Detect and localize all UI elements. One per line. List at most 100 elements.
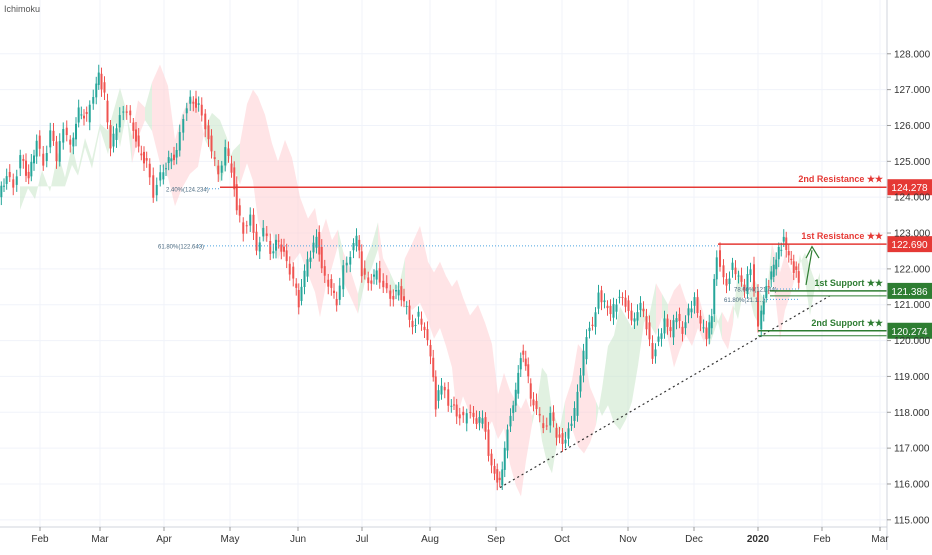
candle-body [780,249,783,251]
candle-body [224,147,227,166]
y-tick-label: 120.000 [894,336,931,347]
ichimoku-cloud-segment [350,268,358,314]
candle-body [633,318,636,322]
candle-body [360,251,363,277]
candle-body [434,376,437,410]
ichimoku-cloud-segment [521,397,526,497]
price-tag-sup2 [887,322,932,339]
candle-body [734,267,737,275]
ichimoku-cloud-segment [565,380,572,440]
candle-body [312,242,315,253]
candle-body [345,262,348,266]
ichimoku-cloud-segment [650,283,656,336]
candle-body [770,271,773,280]
candle-body [493,466,496,474]
candle-body [487,429,490,456]
candle-body [283,246,285,252]
candle-body [192,101,195,104]
ichimoku-cloud-segment [65,145,72,187]
candle-body [167,157,170,164]
candle-body [285,250,288,262]
candle-body [490,453,493,466]
candle-body [532,399,535,406]
candle-body [258,242,261,252]
ichimoku-cloud-segment [485,322,492,432]
candle-body [719,250,721,267]
ichimoku-cloud-segment [614,306,620,431]
candle-body [657,336,660,342]
candle-body [790,258,793,260]
candle-body [440,385,443,395]
candle-body [92,96,95,104]
y-tick-label: 126.000 [894,121,931,132]
ichimoku-cloud-segment [498,372,504,440]
ichimoku-cloud-segment [332,229,338,268]
ichimoku-cloud-segment [602,345,608,416]
candle-body [100,73,103,90]
candle-body [792,261,795,273]
candle-body [213,157,216,159]
candle-body [472,412,475,417]
fib-label: 61.80%(21.1...) [724,298,765,304]
ichimoku-cloud-segment [20,186,28,210]
candle-body [297,289,300,308]
candle-body [600,290,603,303]
price-tag-text-sup2: 120.274 [891,327,928,338]
candle-body [501,469,504,486]
candle-body [173,154,175,161]
support-trendline [499,295,831,489]
candle-body [699,315,702,324]
y-tick-label: 123.000 [894,229,931,240]
ichimoku-cloud-segment [492,344,498,440]
projection-arrow-head [805,245,820,259]
ichimoku-cloud-segment [420,225,428,321]
candle-body [775,259,778,270]
candle-body [162,172,165,180]
candle-body [338,285,341,300]
candle-body [517,372,520,394]
ichimoku-cloud-segment [800,252,805,280]
candle-body [503,447,506,470]
ichimoku-cloud-segment [608,335,614,424]
candle-body [103,82,106,93]
candle-body [200,104,203,116]
x-tick-label: Mar [91,534,109,545]
indicator-label: Ichimoku [4,4,41,14]
price-tag-text-res2: 124.278 [891,183,928,194]
ichimoku-cloud-segment [343,250,350,296]
ichimoku-cloud-segment [733,267,738,325]
ichimoku-cloud-segment [780,254,785,339]
ichimoku-cloud-segment [390,272,398,296]
candle-body [135,129,137,142]
ichimoku-cloud-segment [516,401,521,497]
candle-body [570,423,573,426]
ichimoku-cloud-segment [240,103,247,185]
x-tick-label: Jul [356,534,369,545]
ichimoku-cloud-segment [452,279,457,418]
candle-body [753,264,755,292]
fib-label: 61.80%(122.643) [158,244,204,250]
candle-body [663,318,666,334]
candle-body [527,364,530,377]
candle-body [155,184,158,196]
candle-body [621,296,624,298]
candle-body [112,133,115,147]
candle-body [277,240,280,242]
candle-body [426,329,429,341]
candle-body [52,130,55,141]
candle-body [722,265,725,278]
candle-body [618,296,621,298]
candle-body [85,111,88,115]
candle-body [118,115,121,128]
candle-body [648,322,651,340]
y-tick-label: 128.000 [894,49,931,60]
candle-body [242,222,245,234]
candle-body [612,304,615,318]
candle-body [481,418,484,424]
candle-body [315,236,318,248]
ichimoku-cloud-segment [558,401,565,440]
candle-body [72,137,75,147]
ichimoku-cloud-segment [28,186,35,199]
price-tag-text-res1: 122.690 [891,240,928,251]
candle-body [370,280,373,284]
